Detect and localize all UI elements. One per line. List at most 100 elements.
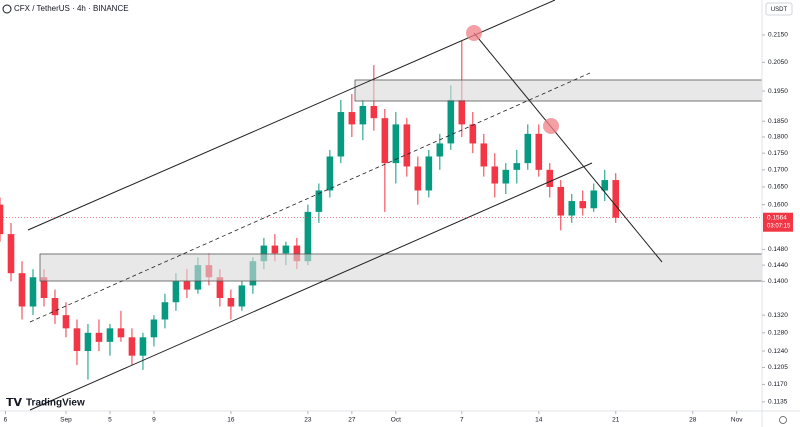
y-tick-label: 0.1650 — [768, 184, 788, 191]
candle-body — [95, 332, 103, 342]
candle-body — [0, 204, 4, 235]
y-tick-label: 0.1400 — [768, 278, 788, 285]
y-tick-label: 0.1205 — [768, 364, 788, 371]
currency-box[interactable] — [765, 2, 793, 16]
x-tick-label: Oct — [391, 417, 401, 424]
candle-body — [150, 319, 158, 338]
candle-body — [271, 245, 279, 254]
candle-body — [491, 166, 499, 184]
y-tick-label: 0.1750 — [768, 150, 788, 157]
candle-body — [29, 277, 37, 307]
descending-line — [473, 32, 663, 263]
candle-body — [469, 124, 477, 144]
x-tick-label: Sep — [60, 417, 72, 424]
candle-body — [183, 281, 191, 290]
y-tick-label: 0.1170 — [768, 381, 788, 388]
resistance-zone — [354, 79, 763, 102]
x-tick-label: 6 — [4, 417, 8, 424]
candle-body — [447, 99, 455, 144]
current-price: 0.1564 — [767, 214, 787, 221]
y-tick-label: 0.1320 — [768, 312, 788, 319]
x-tick-label: 23 — [304, 417, 312, 424]
candle-body — [403, 124, 411, 167]
x-tick-label: 21 — [612, 417, 620, 424]
y-tick-label: 0.1700 — [768, 167, 788, 174]
y-tick-label: 0.1600 — [768, 201, 788, 208]
candle-body — [612, 180, 620, 218]
x-tick-label: 5 — [108, 417, 112, 424]
y-tick-label: 0.1240 — [768, 348, 788, 355]
candle-body — [117, 328, 125, 338]
marker — [466, 25, 482, 41]
marker — [543, 118, 559, 134]
candle-body — [293, 245, 301, 262]
candle-body — [381, 118, 389, 164]
y-tick-label: 0.1480 — [768, 246, 788, 253]
candle-body — [370, 105, 378, 119]
candle-body — [436, 143, 444, 157]
candle-body — [51, 297, 59, 316]
candle-body — [84, 332, 92, 352]
candle-body — [238, 285, 246, 307]
candle-body — [216, 277, 224, 298]
candle-body — [337, 112, 345, 157]
candle-body — [139, 337, 147, 356]
candles — [0, 40, 620, 380]
candle-body — [568, 201, 576, 216]
candle-body — [392, 124, 400, 164]
candle-body — [18, 273, 26, 307]
channel-bottom — [29, 162, 593, 411]
channel-top — [27, 0, 556, 231]
candle-body — [227, 297, 235, 307]
candle-body — [414, 166, 422, 191]
candle-body — [40, 277, 48, 298]
candle-body — [282, 245, 290, 254]
candle-body — [590, 190, 598, 209]
candle-body — [546, 169, 554, 187]
candle-body — [128, 337, 136, 356]
candle-body — [62, 315, 70, 329]
current-price-tag — [763, 212, 793, 232]
symbol-title: CFX / TetherUS · 4h · BINANCE — [14, 4, 129, 13]
candle-body — [480, 143, 488, 167]
candle-body — [458, 99, 466, 125]
candle-body — [535, 133, 543, 170]
currency[interactable]: USDT — [771, 7, 788, 13]
x-tick-label: 9 — [152, 417, 156, 424]
candle-body — [161, 302, 169, 320]
candle-body — [326, 156, 334, 191]
y-tick-label: 0.1135 — [768, 399, 788, 406]
candle-body — [260, 245, 268, 262]
x-tick-label: 16 — [227, 417, 235, 424]
candle-body — [359, 105, 367, 125]
y-tick-label: 0.2150 — [768, 32, 788, 39]
x-tick-label: 28 — [689, 417, 697, 424]
candle-body — [502, 169, 510, 184]
candle-body — [315, 190, 323, 212]
y-tick-label: 0.1800 — [768, 134, 788, 141]
candle-body — [348, 112, 356, 125]
y-tick-label: 0.1280 — [768, 330, 788, 337]
axes: 0.2150 0.2050 0.1950 0.1850 0.1800 0.1750 0.17… — [0, 32, 793, 424]
y-tick-label: 0.2050 — [768, 59, 788, 66]
settings-icon[interactable] — [779, 416, 787, 424]
symbol-icon — [2, 4, 12, 14]
x-tick-label: 27 — [348, 417, 356, 424]
candle-body — [524, 133, 532, 164]
y-tick-label: 0.1950 — [768, 88, 788, 95]
y-tick-label: 0.1850 — [768, 118, 788, 125]
candle-body — [579, 201, 587, 209]
branding: TradingView — [26, 398, 85, 409]
candle-body — [601, 180, 609, 191]
candle-body — [73, 328, 81, 352]
logo-mark: 𝗧𝗩 — [6, 397, 23, 409]
candle-body — [425, 156, 433, 191]
candle-body — [106, 328, 114, 342]
candle-body — [557, 186, 565, 216]
support-zone — [39, 253, 763, 282]
candle-body — [513, 163, 521, 170]
candle-body — [172, 281, 180, 303]
y-tick-label: 0.1440 — [768, 262, 788, 269]
